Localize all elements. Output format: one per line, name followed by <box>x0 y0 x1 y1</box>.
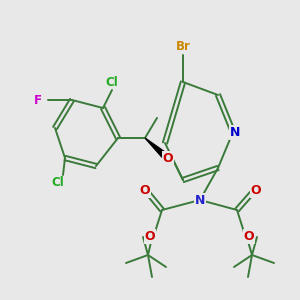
Text: Br: Br <box>176 40 190 53</box>
Text: O: O <box>145 230 155 242</box>
Text: O: O <box>244 230 254 242</box>
Text: Cl: Cl <box>52 176 64 190</box>
Polygon shape <box>145 138 166 157</box>
Text: O: O <box>251 184 261 196</box>
Text: N: N <box>230 125 240 139</box>
Text: O: O <box>140 184 150 196</box>
Text: N: N <box>195 194 205 206</box>
Text: O: O <box>163 152 173 164</box>
Text: F: F <box>34 94 42 106</box>
Text: Cl: Cl <box>106 76 118 88</box>
